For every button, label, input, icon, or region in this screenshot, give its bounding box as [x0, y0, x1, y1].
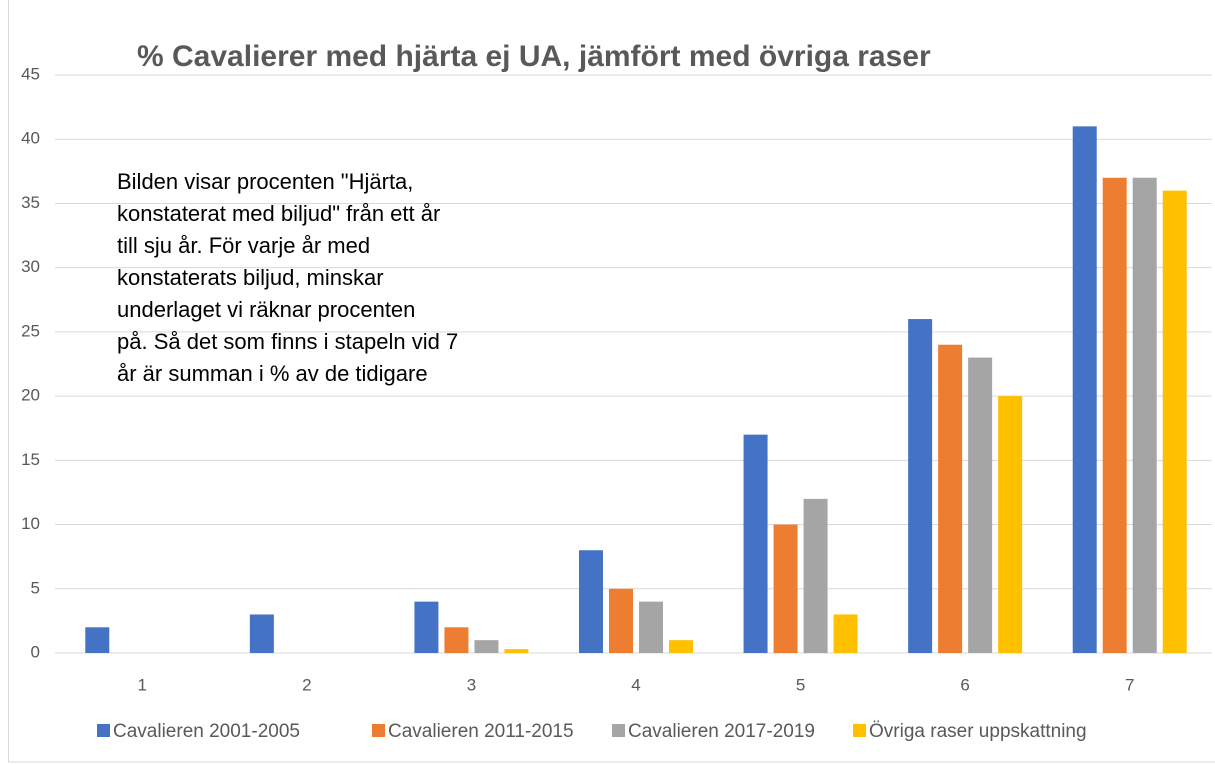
x-tick-label: 6: [960, 675, 969, 694]
y-tick-label: 35: [21, 193, 40, 212]
bar: [249, 614, 274, 653]
x-tick-label: 2: [302, 675, 311, 694]
bar: [414, 601, 439, 653]
annotation: underlaget vi räknar procenten: [117, 297, 415, 322]
bar: [743, 434, 768, 653]
bar: [669, 640, 693, 653]
y-tick-label: 25: [21, 321, 40, 340]
x-tick-label: 7: [1125, 675, 1134, 694]
legend-swatch: [372, 724, 385, 737]
legend-swatch: [612, 724, 625, 737]
bar: [474, 640, 499, 653]
x-tick-label: 5: [796, 675, 805, 694]
bar: [504, 649, 529, 653]
chart-title: % Cavalierer med hjärta ej UA, jämfört m…: [137, 40, 931, 73]
bar: [803, 498, 828, 653]
bar: [579, 550, 603, 653]
x-tick-label: 3: [467, 675, 476, 694]
bar: [1162, 190, 1187, 653]
x-tick-label: 1: [138, 675, 147, 694]
bar: [998, 396, 1023, 653]
y-tick-label: 20: [21, 386, 40, 405]
y-tick-label: 5: [31, 578, 40, 597]
x-tick-label: 4: [631, 675, 640, 694]
bar: [85, 627, 110, 653]
bar: [639, 601, 663, 653]
bar: [444, 627, 469, 653]
y-tick-label: 30: [21, 257, 40, 276]
bar: [938, 344, 963, 653]
bar: [773, 524, 798, 653]
y-tick-label: 40: [21, 129, 40, 148]
bar: [908, 319, 933, 653]
legend-label: Övriga raser uppskattning: [869, 721, 1087, 742]
y-tick-label: 10: [21, 514, 40, 533]
bar: [1072, 126, 1097, 653]
bar: [833, 614, 858, 653]
legend-swatch: [853, 724, 866, 737]
y-tick-label: 45: [21, 64, 40, 83]
annotation: Bilden visar procenten "Hjärta,: [117, 169, 413, 194]
legend-swatch: [97, 724, 110, 737]
bar: [609, 588, 633, 653]
annotation: år är summan i % av de tidigare: [117, 361, 428, 386]
bar: [968, 357, 993, 653]
legend-label: Cavalieren 2001-2005: [113, 721, 300, 742]
bar: [1102, 177, 1127, 653]
annotation: konstaterats biljud, minskar: [117, 265, 384, 290]
annotation: till sju år. För varje år med: [117, 233, 370, 258]
legend-label: Cavalieren 2017-2019: [628, 721, 815, 742]
y-tick-label: 0: [31, 642, 40, 661]
bar: [1132, 177, 1157, 653]
legend-label: Cavalieren 2011-2015: [388, 721, 574, 742]
annotation: på. Så det som finns i stapeln vid 7: [117, 329, 458, 354]
y-tick-label: 15: [21, 450, 40, 469]
annotation: konstaterat med biljud" från ett år: [117, 201, 440, 226]
